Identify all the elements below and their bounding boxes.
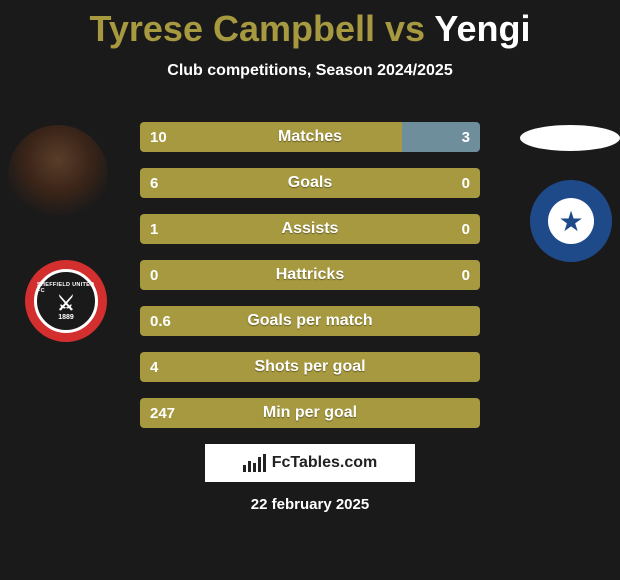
date-text: 22 february 2025 [0,496,620,513]
stat-label: Assists [140,214,480,244]
stat-label: Min per goal [140,398,480,428]
club1-badge: SHEFFIELD UNITED FC ⚔ 1889 [25,260,107,342]
player2-avatar [520,125,620,151]
club1-badge-inner: SHEFFIELD UNITED FC ⚔ 1889 [34,269,98,333]
stat-label: Matches [140,122,480,152]
chart-icon [243,454,266,472]
player1-avatar [8,125,108,225]
player2-name: Yengi [434,8,530,49]
swords-icon: ⚔ [57,294,75,314]
brand-text: FcTables.com [272,454,378,472]
club2-badge: ★ [530,180,612,262]
stat-row: 247Min per goal [140,398,480,428]
stat-row: 10Assists [140,214,480,244]
club1-year: 1889 [58,314,74,321]
stat-row: 103Matches [140,122,480,152]
player1-name: Tyrese Campbell [90,8,375,49]
star-icon: ★ [548,198,594,244]
stat-label: Hattricks [140,260,480,290]
stat-row: 00Hattricks [140,260,480,290]
stat-row: 0.6Goals per match [140,306,480,336]
stat-label: Shots per goal [140,352,480,382]
stat-row: 4Shots per goal [140,352,480,382]
brand-box: FcTables.com [205,444,415,482]
stats-bars: 103Matches 60Goals 10Assists 00Hattricks 0.6… [140,122,480,428]
vs-text: vs [385,8,425,49]
club1-name: SHEFFIELD UNITED FC [37,282,95,294]
subtitle: Club competitions, Season 2024/2025 [0,62,620,80]
stat-label: Goals [140,168,480,198]
stat-label: Goals per match [140,306,480,336]
comparison-title: Tyrese Campbell vs Yengi [0,0,620,50]
stat-row: 60Goals [140,168,480,198]
